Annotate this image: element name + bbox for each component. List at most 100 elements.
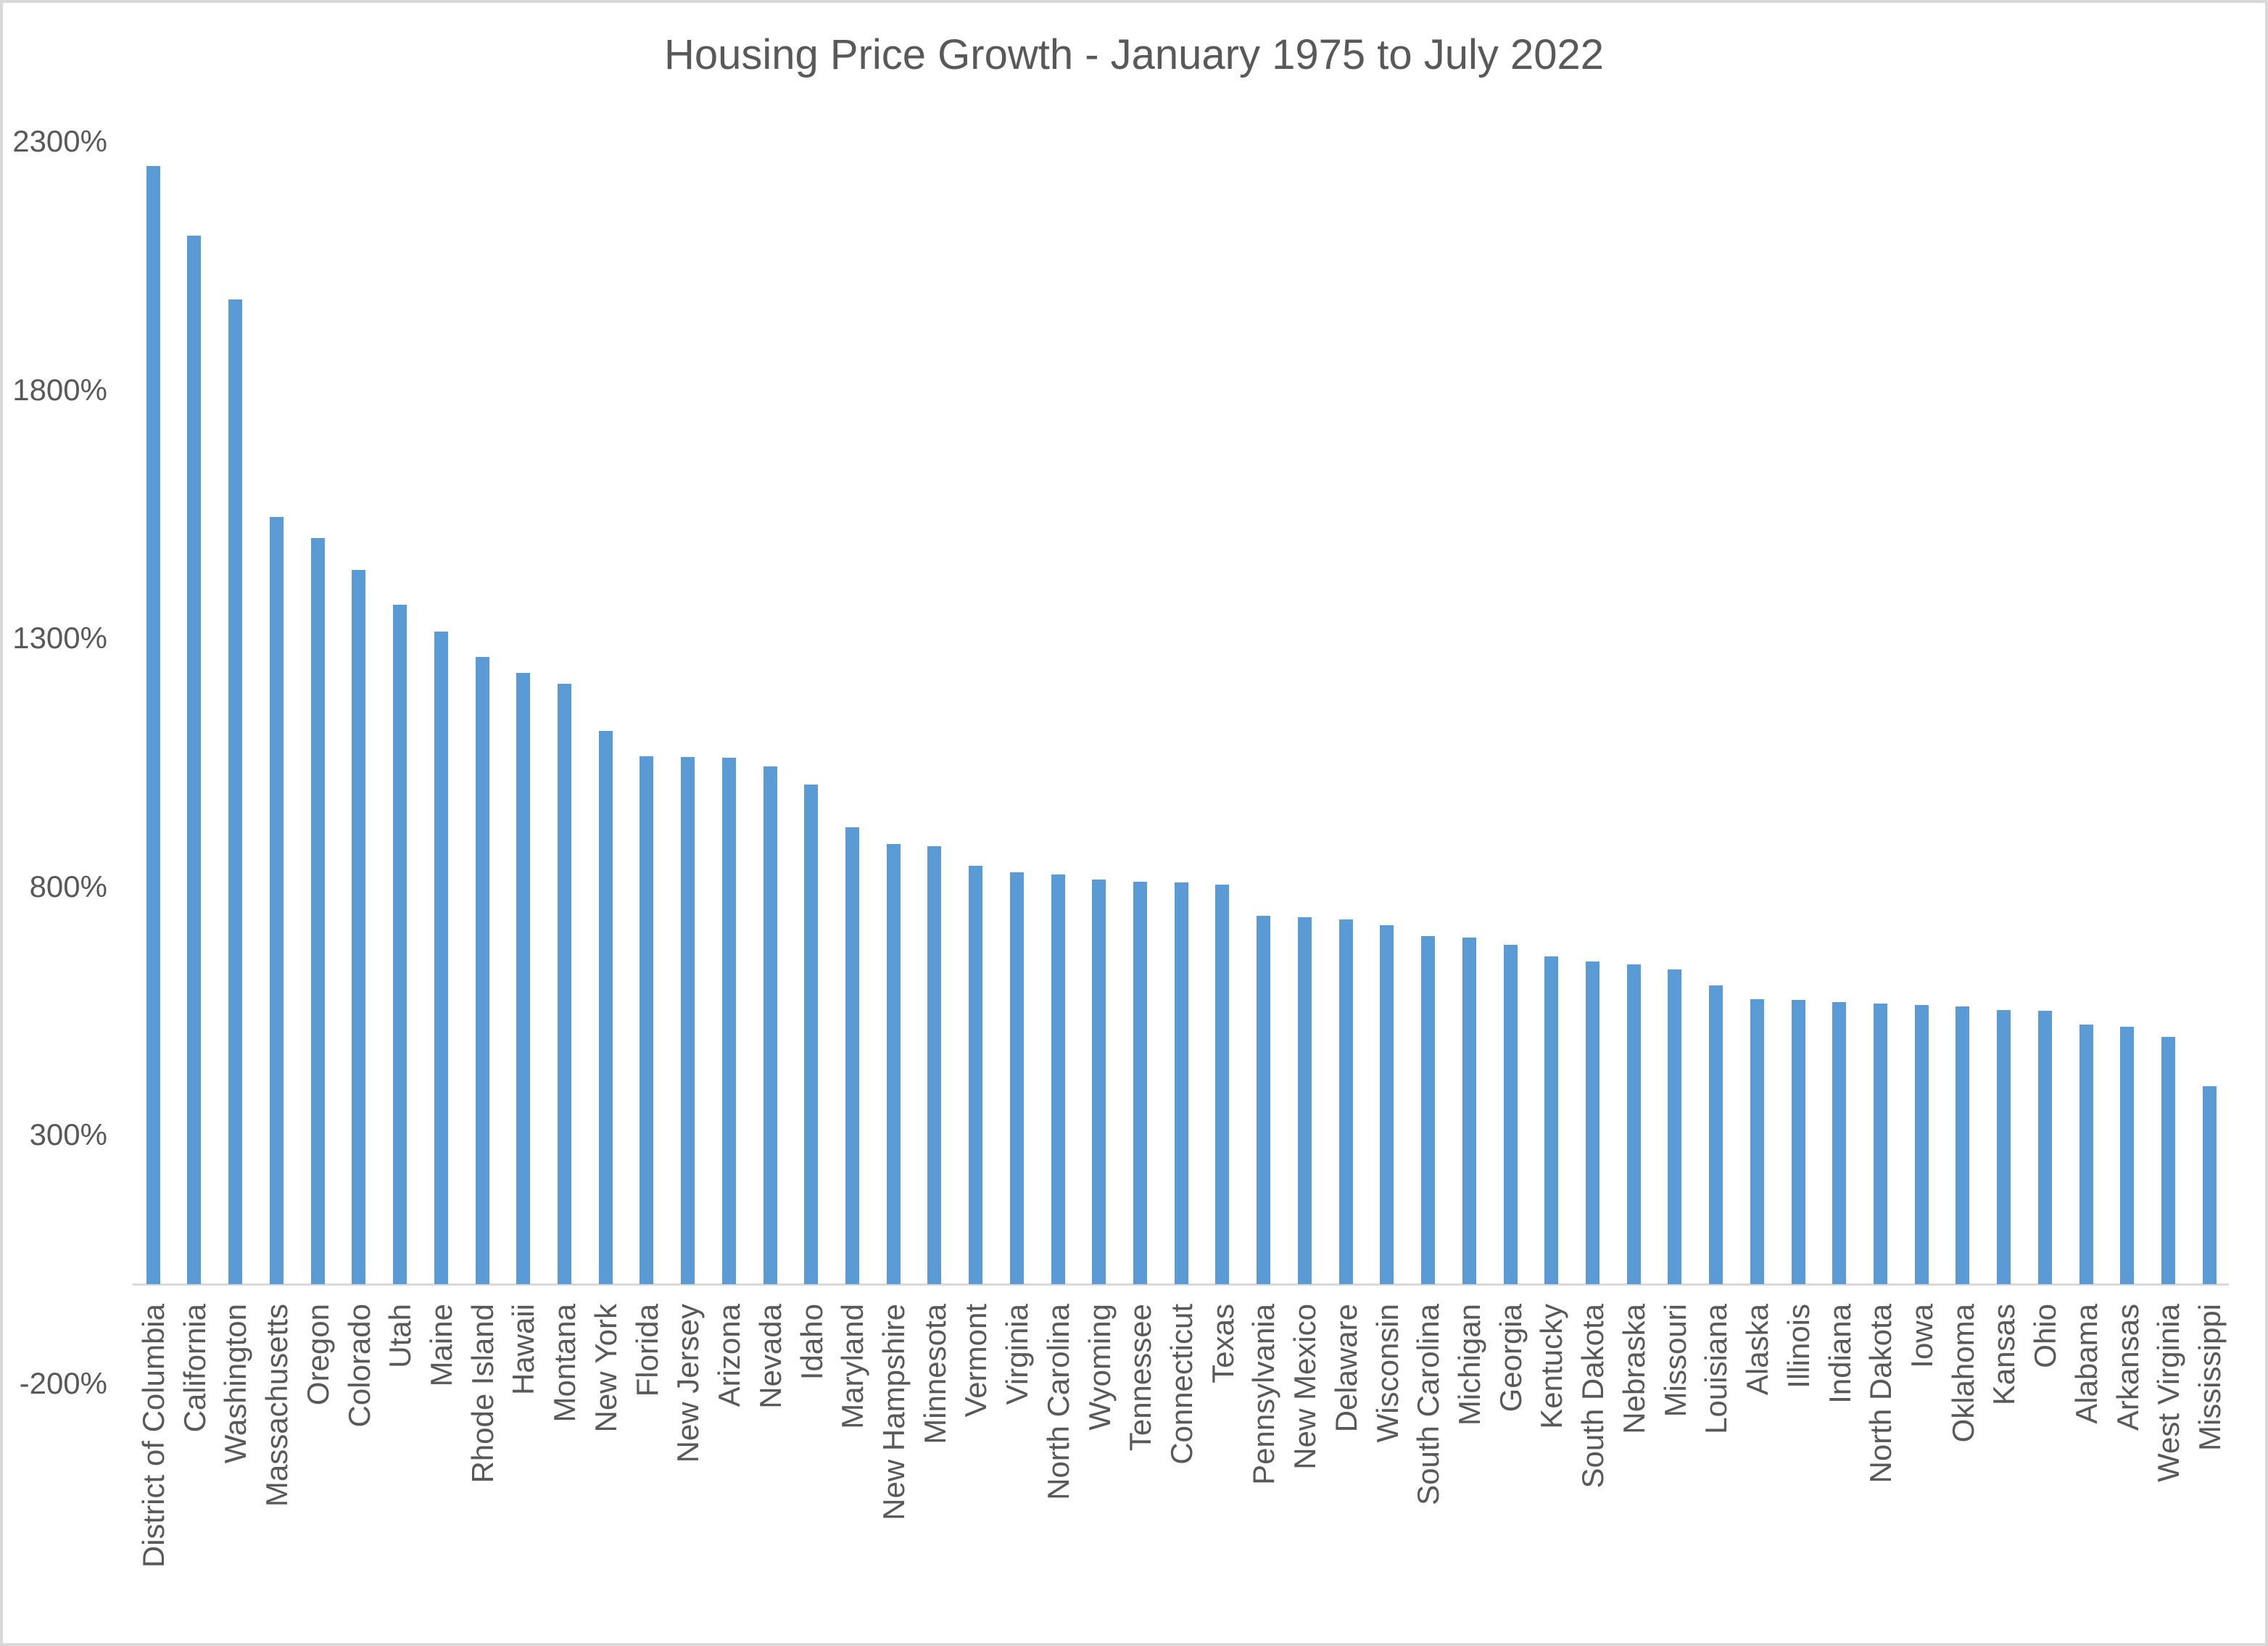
bar-alabama	[2079, 1025, 2093, 1284]
x-axis-category-label: Nevada	[753, 1304, 787, 1409]
bar-south-carolina	[1421, 936, 1435, 1284]
bar-new-hampshire	[887, 844, 901, 1284]
y-axis-tick-label: -200%	[19, 1366, 107, 1401]
x-axis-category-label: Tennessee	[1123, 1304, 1157, 1452]
x-axis-category-label: Arizona	[712, 1304, 746, 1407]
bar-maine	[434, 632, 448, 1284]
bar-district-of-columbia	[146, 166, 160, 1284]
x-axis-category-label: New York	[589, 1304, 623, 1433]
bar-oklahoma	[1955, 1006, 1969, 1284]
bar-iowa	[1915, 1005, 1929, 1284]
x-axis-category-label: Kansas	[1987, 1304, 2021, 1406]
x-axis-category-label: Louisiana	[1699, 1304, 1733, 1434]
x-axis-category-label: South Dakota	[1576, 1304, 1610, 1489]
x-axis-category-label: Missouri	[1658, 1304, 1692, 1418]
x-axis-category-label: Idaho	[795, 1304, 829, 1381]
bar-georgia	[1504, 945, 1518, 1284]
x-axis-category-label: Wyoming	[1083, 1304, 1117, 1431]
x-axis-category-label: District of Columbia	[136, 1304, 170, 1568]
x-axis-category-label: Maine	[424, 1304, 458, 1387]
x-axis-category-label: New Mexico	[1288, 1304, 1322, 1470]
bar-delaware	[1339, 919, 1353, 1284]
x-axis-category-label: Ohio	[2028, 1304, 2062, 1368]
x-axis-category-label: Kentucky	[1534, 1304, 1568, 1429]
x-axis-category-label: Wisconsin	[1370, 1304, 1404, 1443]
x-axis-category-label: Texas	[1206, 1304, 1240, 1384]
x-axis-category-label: Colorado	[342, 1304, 376, 1428]
x-axis-category-label: Arkansas	[2111, 1304, 2145, 1431]
x-axis-category-label: Nebraska	[1617, 1304, 1651, 1434]
x-axis-category-label: Rhode Island	[465, 1304, 500, 1484]
bar-washington	[228, 299, 242, 1284]
x-axis-line	[133, 1283, 2229, 1286]
x-axis-category-label: Florida	[630, 1304, 664, 1397]
x-axis-category-label: Iowa	[1905, 1304, 1939, 1368]
bar-maryland	[845, 827, 859, 1284]
bar-mississippi	[2203, 1086, 2217, 1284]
bar-south-dakota	[1586, 961, 1599, 1284]
bar-montana	[558, 684, 571, 1284]
x-axis-category-label: Maryland	[835, 1304, 869, 1429]
bar-massachusetts	[270, 517, 284, 1284]
bar-rhode-island	[476, 657, 489, 1284]
x-axis-category-label: Illinois	[1781, 1304, 1816, 1389]
bar-missouri	[1668, 969, 1681, 1284]
bar-ohio	[2038, 1011, 2052, 1284]
x-axis-category-label: Vermont	[959, 1304, 993, 1418]
bar-arizona	[722, 758, 736, 1284]
y-axis-tick-label: 800%	[29, 869, 107, 903]
bar-pennsylvania	[1257, 916, 1270, 1284]
x-axis-category-label: Hawaii	[506, 1304, 540, 1396]
bar-minnesota	[927, 846, 941, 1284]
bar-utah	[393, 605, 407, 1284]
bar-arkansas	[2120, 1027, 2134, 1284]
bar-colorado	[352, 570, 365, 1284]
x-axis-category-label: Oregon	[301, 1304, 335, 1406]
bar-new-mexico	[1298, 917, 1312, 1284]
bar-nevada	[763, 766, 777, 1284]
bar-wisconsin	[1380, 925, 1394, 1284]
x-axis-category-label: New Hampshire	[877, 1304, 911, 1521]
x-axis-category-label: Alaska	[1740, 1304, 1774, 1396]
x-axis-category-label: Oklahoma	[1946, 1304, 1980, 1443]
bar-kansas	[1997, 1010, 2011, 1284]
bar-california	[187, 236, 201, 1284]
x-axis-category-label: North Dakota	[1863, 1304, 1897, 1484]
bar-new-jersey	[681, 757, 695, 1284]
x-axis-category-label: Delaware	[1329, 1304, 1363, 1433]
y-axis-tick-label: 2300%	[12, 124, 107, 159]
bar-nebraska	[1627, 964, 1641, 1284]
bar-west-virginia	[2161, 1037, 2175, 1284]
x-axis-category-label: Michigan	[1452, 1304, 1486, 1426]
bar-michigan	[1462, 938, 1476, 1284]
x-axis-category-label: Washington	[218, 1304, 252, 1464]
x-axis-category-label: Pennsylvania	[1246, 1304, 1280, 1485]
x-axis-category-label: Virginia	[1000, 1304, 1034, 1405]
x-axis-category-label: Connecticut	[1164, 1304, 1199, 1465]
bar-alaska	[1750, 999, 1764, 1284]
x-axis-category-label: Alabama	[2069, 1304, 2103, 1424]
bar-wyoming	[1092, 880, 1106, 1284]
bar-oregon	[311, 538, 325, 1284]
x-axis-category-label: Montana	[547, 1304, 582, 1423]
chart-title: Housing Price Growth - January 1975 to J…	[663, 31, 1605, 78]
bar-connecticut	[1175, 882, 1188, 1284]
bar-texas	[1215, 885, 1229, 1284]
x-axis-category-label: North Carolina	[1041, 1304, 1075, 1500]
x-axis-category-label: Minnesota	[918, 1304, 952, 1444]
x-axis-category-label: Mississippi	[2193, 1304, 2227, 1452]
bar-virginia	[1010, 872, 1024, 1284]
bar-north-carolina	[1051, 874, 1065, 1284]
bar-louisiana	[1709, 985, 1723, 1284]
bar-kentucky	[1544, 956, 1558, 1284]
y-axis-tick-label: 300%	[29, 1117, 107, 1152]
bar-north-dakota	[1874, 1004, 1887, 1284]
y-axis-tick-label: 1300%	[12, 621, 107, 655]
y-axis-tick-label: 1800%	[12, 372, 107, 407]
x-axis-category-label: California	[178, 1304, 212, 1433]
x-axis-category-label: Utah	[383, 1304, 417, 1368]
bar-idaho	[804, 785, 818, 1284]
bar-florida	[640, 756, 653, 1284]
x-axis-category-label: New Jersey	[671, 1304, 705, 1463]
